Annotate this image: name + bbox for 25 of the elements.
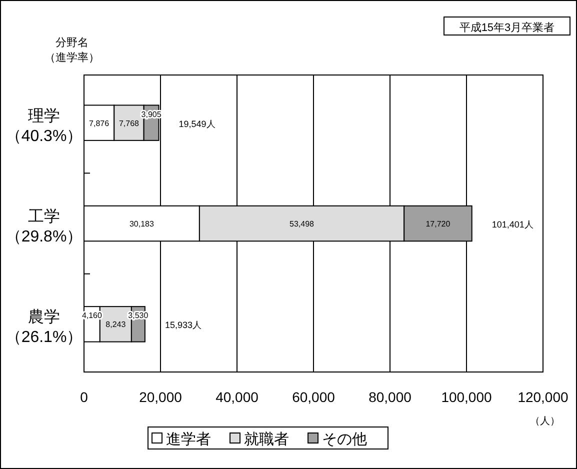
- x-tick-label: 0: [80, 389, 88, 405]
- data-label: 7,768: [118, 118, 140, 128]
- y-tick-label: 農学（26.1%）: [5, 308, 83, 346]
- y-tick-label: 工学（29.8%）: [5, 208, 83, 246]
- x-tick-label: 80,000: [368, 389, 412, 405]
- x-tick-label: 120,000: [518, 389, 569, 405]
- x-tick-label: 100,000: [441, 389, 492, 405]
- x-tick-label: 60,000: [292, 389, 336, 405]
- y-axis-title: 分野名（進学率）: [44, 37, 100, 64]
- x-axis-title: （人）: [530, 416, 560, 427]
- data-label: 53,498: [290, 220, 315, 228]
- data-label: 7,876: [89, 118, 110, 128]
- legend-label: 進学者: [166, 431, 211, 448]
- y-tick-label: 理学（40.3%）: [5, 106, 83, 145]
- total-label: 101,401人: [492, 220, 534, 230]
- legend-label: 就職者: [244, 431, 289, 448]
- data-label: 8,243: [106, 320, 126, 330]
- x-tick-label: 40,000: [216, 389, 259, 405]
- text: 平成15年3月卒業者: [459, 21, 555, 34]
- data-label: 17,720: [426, 220, 451, 228]
- legend-label: その他: [322, 431, 367, 448]
- total-label: 15,933人: [164, 320, 202, 330]
- x-tick-label: 20,000: [139, 389, 182, 405]
- data-label: 30,183: [129, 220, 155, 228]
- total-label: 19,549人: [178, 118, 216, 129]
